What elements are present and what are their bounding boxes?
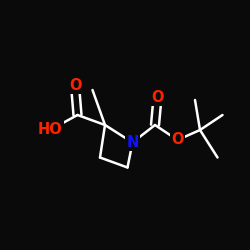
Text: O: O	[151, 90, 164, 105]
Text: O: O	[69, 78, 81, 92]
Text: HO: HO	[38, 122, 62, 138]
Text: O: O	[171, 132, 184, 148]
Text: N: N	[126, 135, 139, 150]
